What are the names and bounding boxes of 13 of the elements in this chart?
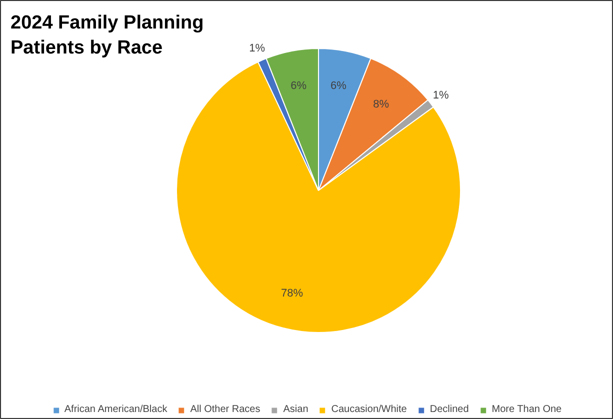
- data-label: 6%: [290, 80, 307, 92]
- legend-label: Declined: [430, 404, 469, 415]
- data-label: 6%: [330, 80, 347, 92]
- chart-title: 2024 Family Planning Patients by Race: [10, 12, 204, 59]
- legend-label: Asian: [283, 404, 308, 415]
- legend-label: African American/Black: [64, 404, 168, 415]
- data-label: 1%: [249, 42, 266, 54]
- data-label: 1%: [432, 90, 449, 102]
- legend-label: More Than One: [492, 404, 562, 415]
- legend-label: All Other Races: [190, 404, 260, 415]
- data-label: 78%: [281, 288, 304, 300]
- legend-label: Caucasion/White: [331, 404, 407, 415]
- data-label: 8%: [373, 98, 390, 110]
